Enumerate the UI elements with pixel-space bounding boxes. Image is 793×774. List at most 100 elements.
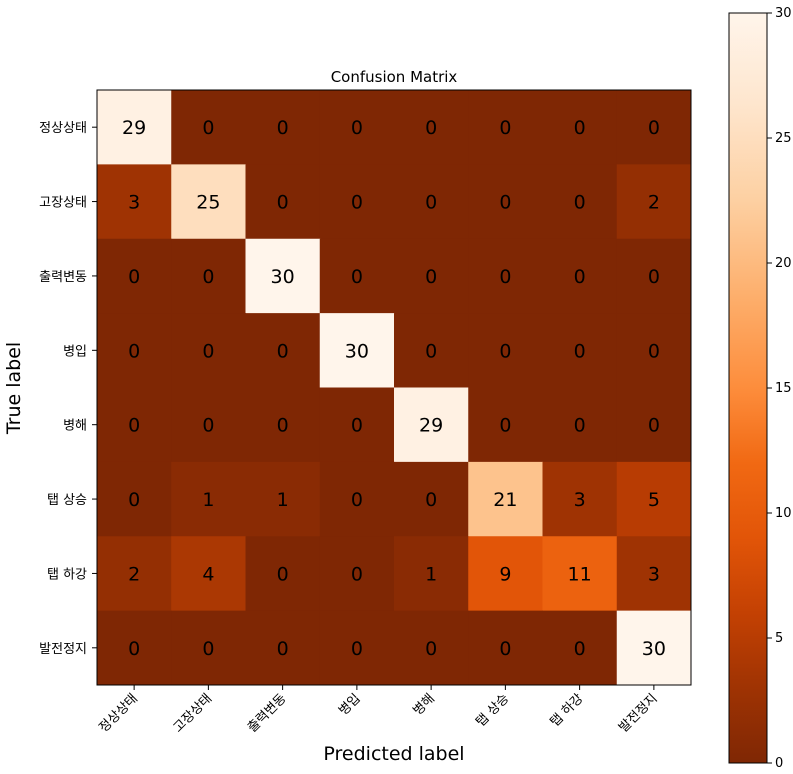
x-tick-label: 고장상태: [171, 691, 215, 735]
cell-value-label: 0: [425, 117, 437, 139]
heatmap-cell: [245, 536, 321, 612]
heatmap-cell: [97, 461, 172, 537]
heatmap-cell: [468, 238, 543, 314]
cell-value-label: 25: [196, 192, 220, 214]
heatmap-cell: [468, 313, 543, 388]
cell-value-label: 0: [425, 266, 437, 288]
cell-value-label: 0: [351, 638, 363, 660]
heatmap-cell: [394, 461, 469, 537]
heatmap-cell: [542, 313, 618, 388]
plot-frame: [96, 89, 692, 686]
heatmap-cell: [468, 536, 543, 612]
heatmap-cell: [616, 536, 692, 612]
heatmap-cell: [616, 313, 692, 388]
heatmap-cell: [97, 610, 172, 686]
heatmap-cell: [319, 313, 395, 388]
x-tick-label: 발전정지: [616, 691, 660, 735]
x-tick-label: 병해: [410, 691, 438, 719]
cell-value-label: 0: [574, 117, 586, 139]
cell-value-label: 0: [574, 192, 586, 214]
heatmap-cell: [171, 610, 246, 686]
heatmap-cell: [616, 164, 692, 240]
heatmap-cell: [171, 461, 246, 537]
heatmap-cell: [171, 387, 246, 463]
x-axis-ticks: 정상상태 고장상태 출력변동 병입 병해 탭 상승 탭 하강 발전정지: [97, 685, 661, 736]
cell-value-label: 0: [648, 415, 660, 437]
x-tick-label: 탭 상승: [473, 691, 512, 730]
heatmap-cell: [394, 238, 469, 314]
cell-value-label: 0: [277, 638, 289, 660]
y-tick-label: 고장상태: [39, 196, 87, 211]
heatmap-cell: [394, 313, 469, 388]
cell-value-label: 1: [425, 563, 437, 585]
y-tick-label: 발전정지: [39, 642, 87, 657]
heatmap-cell: [97, 164, 172, 240]
x-tick-label: 출력변동: [245, 691, 289, 735]
heatmap-cell: [616, 238, 692, 314]
cell-value-label: 3: [574, 489, 586, 511]
heatmap-cell: [542, 461, 618, 537]
cell-value-label: 3: [648, 563, 660, 585]
cell-value-label: 0: [128, 638, 140, 660]
heatmap-cell: [171, 238, 246, 314]
cell-value-label: 0: [574, 340, 586, 362]
heatmap-cell: [542, 164, 618, 240]
colorbar-tick-label: 20: [775, 256, 792, 271]
colorbar: [728, 12, 768, 764]
heatmap-cell: [542, 238, 618, 314]
heatmap-cell: [468, 387, 543, 463]
heatmap-cell: [245, 313, 321, 388]
heatmap-cell: [468, 164, 543, 240]
heatmap-cell: [394, 387, 469, 463]
y-tick-label: 정상상태: [39, 121, 87, 136]
heatmap-cell: [542, 387, 618, 463]
heatmap-cell: [97, 313, 172, 388]
cell-value-label: 4: [202, 563, 214, 585]
cell-value-label: 0: [425, 489, 437, 511]
cell-value-label: 30: [345, 340, 369, 362]
cell-value-label: 0: [351, 489, 363, 511]
cell-value-label: 0: [499, 415, 511, 437]
colorbar-tick-label: 0: [775, 756, 783, 771]
cell-value-label: 0: [202, 340, 214, 362]
heatmap-cell: [171, 90, 246, 165]
y-tick-label: 탭 하강: [47, 567, 87, 582]
x-tick-label: 병입: [336, 691, 364, 719]
cell-value-label: 0: [202, 638, 214, 660]
heatmap-cell: [468, 461, 543, 537]
cell-value-label: 0: [351, 117, 363, 139]
heatmap-cell: [319, 238, 395, 314]
cell-value-label: 0: [351, 266, 363, 288]
heatmap-cell: [97, 536, 172, 612]
cell-value-label: 0: [128, 340, 140, 362]
heatmap-cell: [319, 610, 395, 686]
cell-value-label: 0: [351, 415, 363, 437]
cell-value-label: 0: [202, 117, 214, 139]
cell-value-label: 0: [648, 340, 660, 362]
heatmap-cell: [171, 313, 246, 388]
cell-value-label: 21: [493, 489, 517, 511]
y-tick-label: 병입: [63, 344, 87, 359]
cell-value-label: 1: [277, 489, 289, 511]
cell-value-label: 1: [202, 489, 214, 511]
heatmap-cell: [394, 164, 469, 240]
cell-value-label: 0: [499, 638, 511, 660]
cell-value-label: 0: [574, 638, 586, 660]
colorbar-tick-label: 30: [775, 6, 792, 21]
y-tick-label: 출력변동: [39, 270, 87, 285]
heatmap-cell: [97, 238, 172, 314]
heatmap-cell: [319, 164, 395, 240]
cell-value-label: 29: [122, 117, 146, 139]
cell-value-label: 30: [271, 266, 295, 288]
heatmap-cell: [468, 610, 543, 686]
heatmap-cell: [245, 164, 321, 240]
heatmap-cell: [97, 90, 172, 165]
chart-title: Confusion Matrix: [331, 68, 458, 86]
y-tick-label: 병해: [63, 419, 87, 434]
cell-value-label: 0: [277, 340, 289, 362]
heatmap-cell: [394, 610, 469, 686]
heatmap-cell: [245, 238, 321, 314]
cell-value-label: 0: [425, 340, 437, 362]
heatmap-cell: [542, 610, 618, 686]
cell-value-label: 11: [568, 563, 592, 585]
